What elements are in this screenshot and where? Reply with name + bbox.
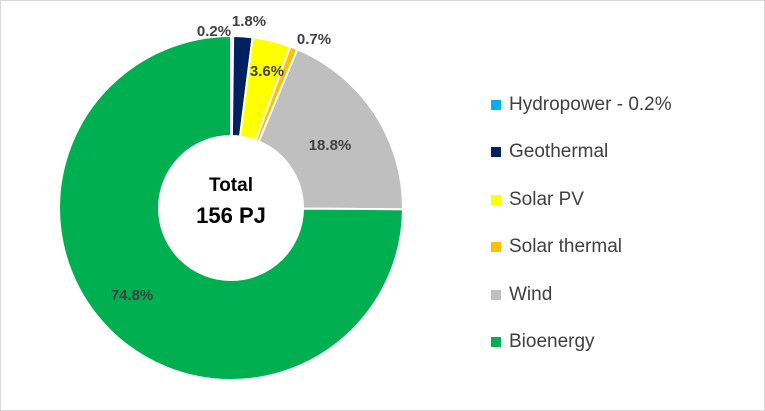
slice-data-label: 1.8% xyxy=(232,13,266,30)
legend-swatch xyxy=(491,194,501,205)
donut-chart: 0.2%1.8% 3.6% 0.7% 18.8% 74.8% Total 156 PJ xyxy=(58,13,405,381)
slice-data-label: 74.8% xyxy=(111,287,154,304)
legend-swatch xyxy=(491,147,501,158)
legend-item: Bioenergy xyxy=(491,319,751,367)
legend-item: Solar PV xyxy=(491,176,751,224)
slice-data-label: 18.8% xyxy=(309,137,352,154)
legend-item: Wind xyxy=(491,271,751,319)
slice-labels: 0.2%1.8% 3.6% 0.7% 18.8% 74.8% xyxy=(111,13,352,304)
legend-label: Solar thermal xyxy=(509,236,622,258)
legend-swatch xyxy=(491,289,501,300)
center-total: 156 PJ xyxy=(196,203,266,228)
slice-data-label: 0.2% xyxy=(197,23,231,40)
donut-hole xyxy=(159,136,303,280)
legend-swatch xyxy=(491,242,501,253)
slice-data-label: 0.7% xyxy=(297,31,331,48)
legend-swatch xyxy=(491,99,501,110)
legend-item: Hydropower - 0.2% xyxy=(491,81,751,129)
legend-label: Solar PV xyxy=(509,188,584,210)
legend-label: Wind xyxy=(509,283,553,305)
slice-data-label: 3.6% xyxy=(250,63,284,80)
legend: Hydropower - 0.2% Geothermal Solar PV Solar… xyxy=(491,81,751,366)
legend-item: Solar thermal xyxy=(491,224,751,272)
legend-label: Bioenergy xyxy=(509,331,595,353)
legend-label: Hydropower - 0.2% xyxy=(509,93,672,115)
legend-item: Geothermal xyxy=(491,129,751,177)
center-title: Total xyxy=(209,175,253,196)
legend-label: Geothermal xyxy=(509,141,609,163)
legend-swatch xyxy=(491,337,501,348)
donut-slices xyxy=(58,34,405,381)
